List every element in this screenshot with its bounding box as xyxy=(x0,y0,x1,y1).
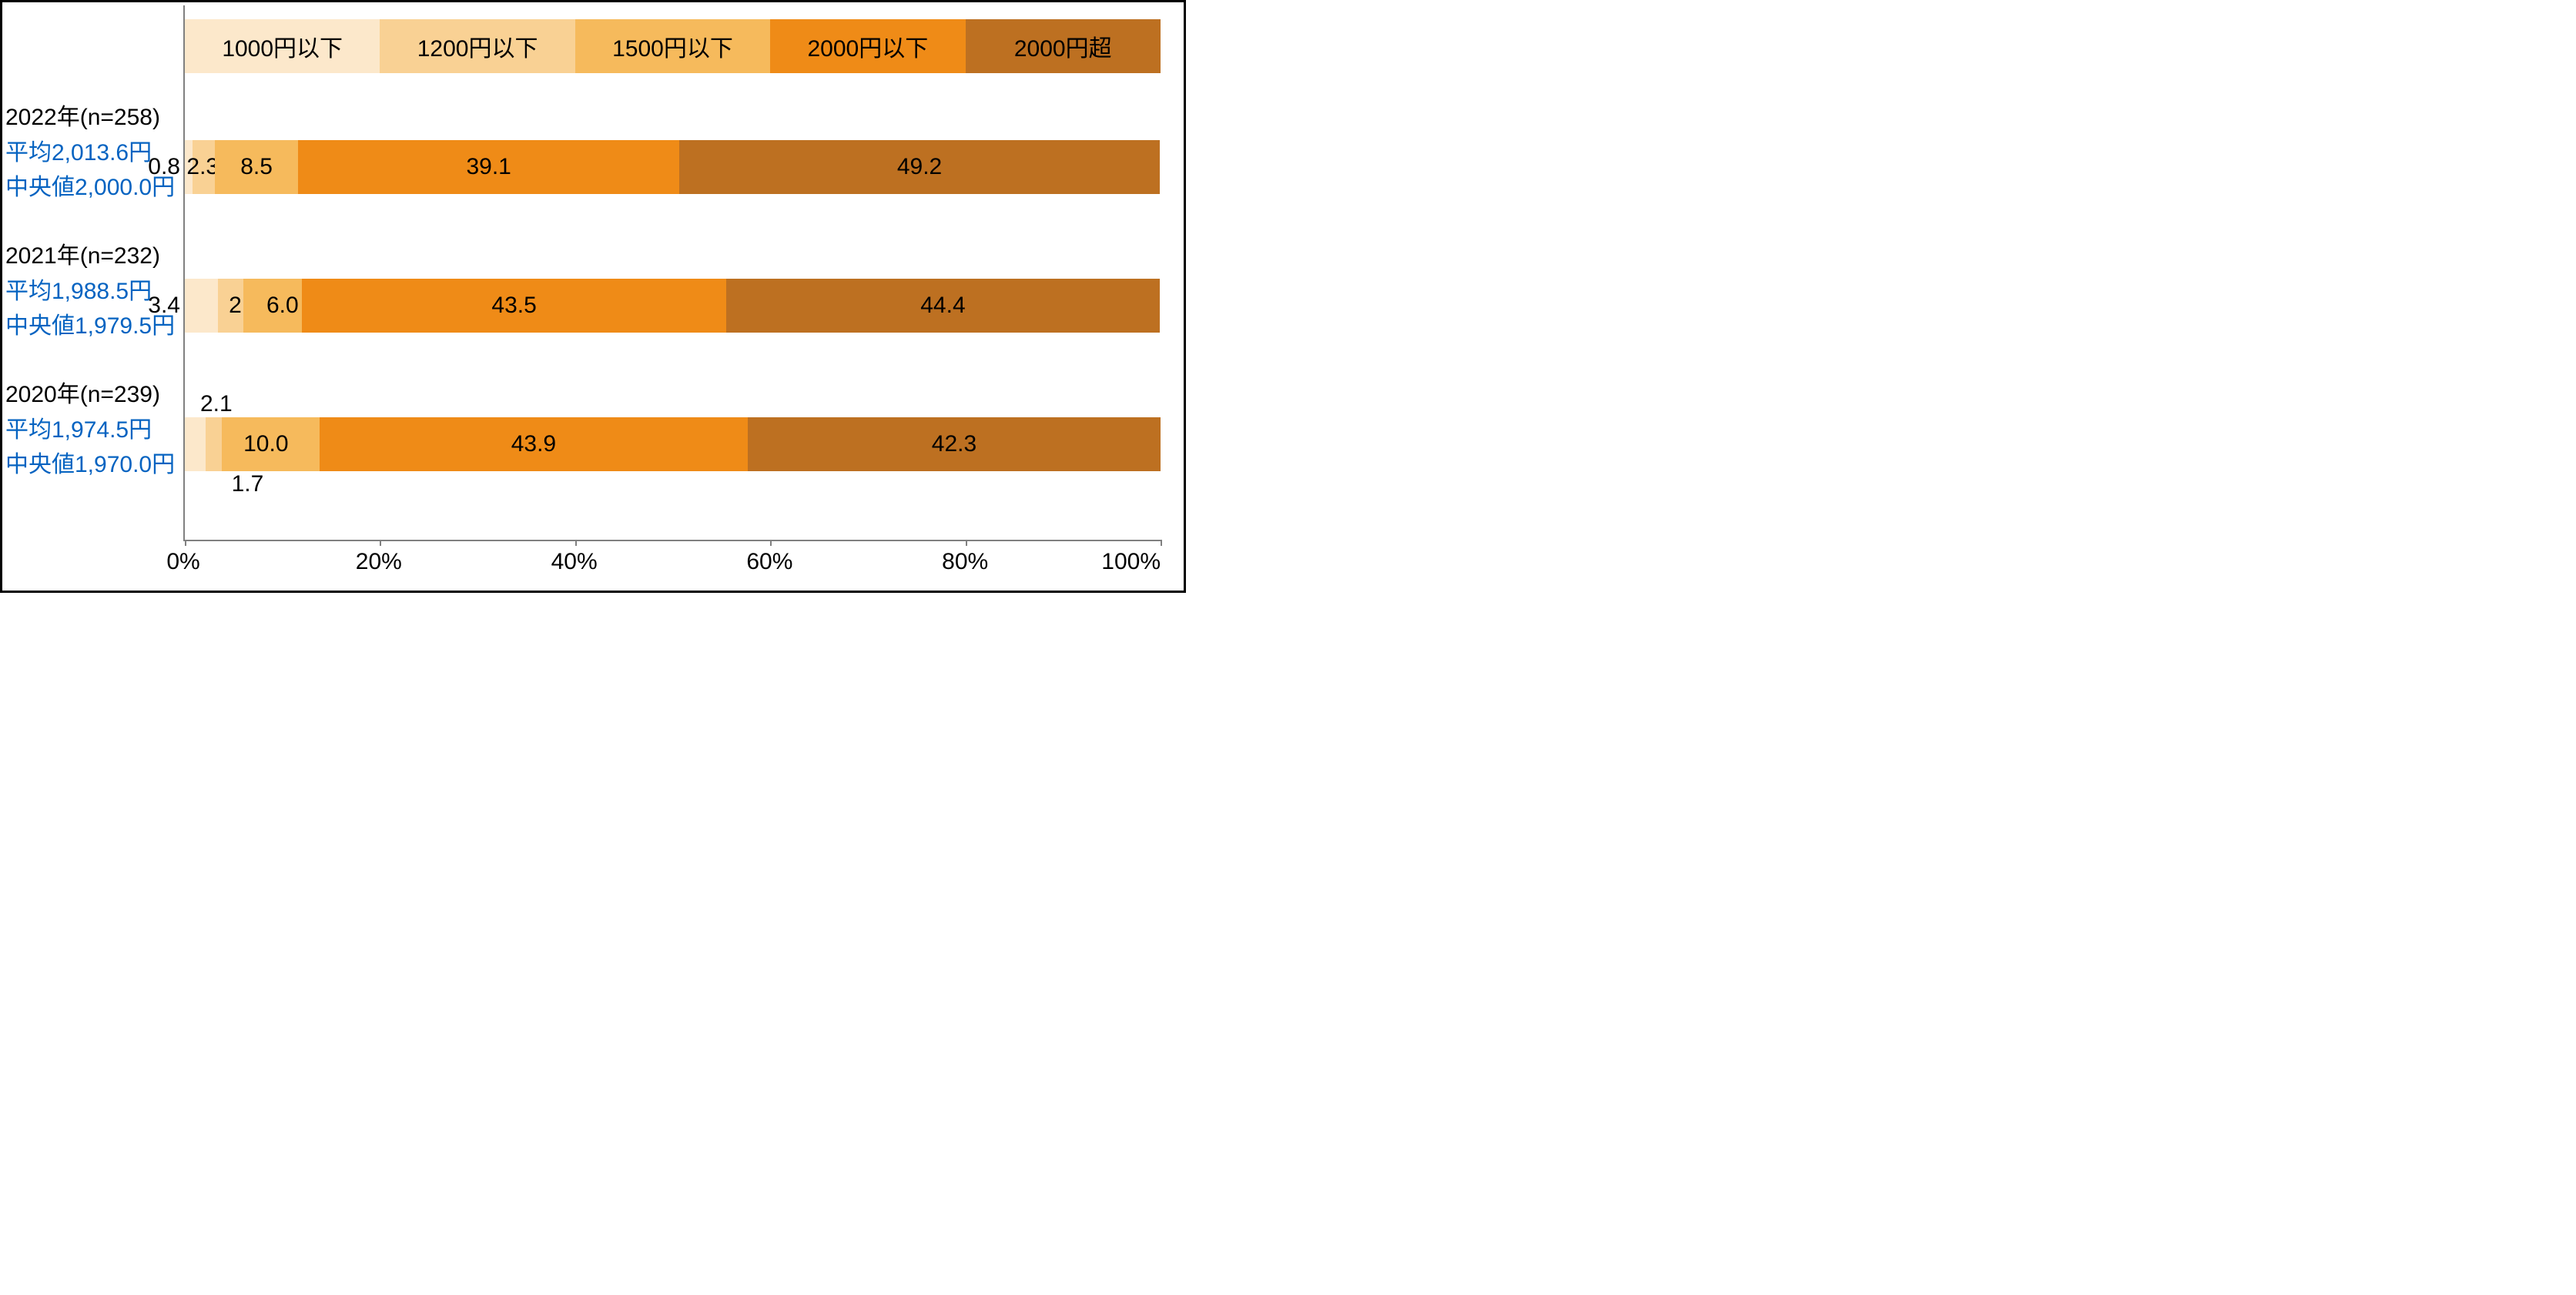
x-tick-label: 80% xyxy=(942,549,988,575)
bar-value-label: 44.4 xyxy=(920,293,965,319)
row-labels: 2022年(n=258) 平均2,013.6円中央値2,000.0円 xyxy=(5,105,181,211)
x-tick-label: 100% xyxy=(1101,549,1161,575)
bar-segment: 2.6 xyxy=(218,279,243,333)
row-label-year: 2022年(n=258) xyxy=(5,105,181,130)
bar-segment: 39.1 xyxy=(298,140,679,194)
bar-value-label: 43.9 xyxy=(511,431,556,457)
bar-segment: 2.1 xyxy=(185,417,206,471)
bar-segment: 10.0 xyxy=(222,417,320,471)
chart-frame: 1000円以下1200円以下1500円以下2000円以下2000円超0.82.3… xyxy=(0,0,1186,593)
x-tick-label: 60% xyxy=(746,549,792,575)
row-label-median: 中央値1,979.5円 xyxy=(5,314,181,339)
bar-segment: 49.2 xyxy=(679,140,1159,194)
row-label-median: 中央値2,000.0円 xyxy=(5,176,181,200)
bar-value-label: 42.3 xyxy=(932,431,976,457)
legend-segment: 1500円以下 xyxy=(575,19,770,73)
bar-row: 3.42.6 6.0 43.5 44.4 xyxy=(185,279,1161,333)
bar-segment: 6.0 xyxy=(243,279,302,333)
row-label-mean: 平均1,988.5円 xyxy=(5,279,181,304)
bar-value-label: 2.3 xyxy=(186,154,219,180)
bar-segment: 42.3 xyxy=(748,417,1161,471)
row-labels: 2021年(n=232) 平均1,988.5円中央値1,979.5円 xyxy=(5,244,181,350)
x-axis-ticks: 0%20%40%60%80%100% xyxy=(183,544,1161,581)
bar-segment: 43.9 xyxy=(320,417,748,471)
bar-row: 0.82.38.539.149.2 xyxy=(185,140,1161,194)
bar-segment: 3.4 xyxy=(185,279,218,333)
bar-segment: 44.4 xyxy=(726,279,1160,333)
x-tick-label: 20% xyxy=(356,549,402,575)
row-label-year: 2021年(n=232) xyxy=(5,244,181,269)
legend-segment: 2000円以下 xyxy=(770,19,965,73)
plot-area: 1000円以下1200円以下1500円以下2000円以下2000円超0.82.3… xyxy=(183,5,1161,541)
bar-row: 2.11.7 10.0 43.9 42.3 xyxy=(185,417,1161,471)
x-tick-label: 40% xyxy=(551,549,598,575)
row-labels: 2020年(n=239) 平均1,974.5円中央値1,970.0円 xyxy=(5,383,181,488)
row-label-median: 中央値1,970.0円 xyxy=(5,453,181,477)
stacked-bar: 3.42.6 6.0 43.5 44.4 xyxy=(185,279,1161,333)
bar-value-label: 8.5 xyxy=(240,154,273,180)
bar-segment: 2.3 xyxy=(193,140,215,194)
stacked-bar: 0.82.38.539.149.2 xyxy=(185,140,1161,194)
row-label-mean: 平均1,974.5円 xyxy=(5,418,181,443)
stacked-bar: 2.11.7 10.0 43.9 42.3 xyxy=(185,417,1161,471)
legend-segment: 1200円以下 xyxy=(380,19,574,73)
row-label-mean: 平均2,013.6円 xyxy=(5,141,181,166)
bar-value-label: 10.0 xyxy=(243,431,288,457)
bar-value-label: 1.7 xyxy=(232,471,264,497)
row-label-year: 2020年(n=239) xyxy=(5,383,181,407)
bar-segment: 43.5 xyxy=(302,279,726,333)
bar-value-label: 49.2 xyxy=(897,154,942,180)
legend: 1000円以下1200円以下1500円以下2000円以下2000円超 xyxy=(185,19,1161,73)
legend-segment: 2000円超 xyxy=(966,19,1161,73)
bar-segment: 8.5 xyxy=(215,140,298,194)
bar-segment: 1.7 xyxy=(206,417,223,471)
bar-value-label: 43.5 xyxy=(491,293,536,319)
bar-value-label: 2.1 xyxy=(200,391,233,417)
bar-value-label: 6.0 xyxy=(266,293,299,319)
x-tick-mark xyxy=(1161,540,1162,546)
legend-segment: 1000円以下 xyxy=(185,19,380,73)
x-tick-label: 0% xyxy=(166,549,199,575)
bar-value-label: 39.1 xyxy=(466,154,511,180)
